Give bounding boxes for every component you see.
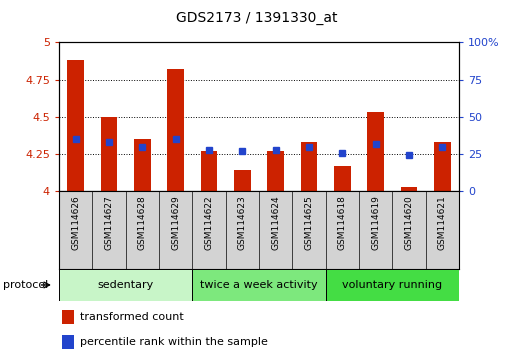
Bar xyxy=(434,142,451,191)
Bar xyxy=(234,170,251,191)
Text: GSM114625: GSM114625 xyxy=(305,195,313,250)
Bar xyxy=(267,151,284,191)
Text: GSM114618: GSM114618 xyxy=(338,195,347,250)
Text: voluntary running: voluntary running xyxy=(342,280,443,290)
Text: transformed count: transformed count xyxy=(80,312,183,322)
Bar xyxy=(334,166,351,191)
Bar xyxy=(192,269,326,301)
Text: GSM114628: GSM114628 xyxy=(138,195,147,250)
Bar xyxy=(134,139,151,191)
Text: GSM114619: GSM114619 xyxy=(371,195,380,250)
Bar xyxy=(67,60,84,191)
Text: GSM114629: GSM114629 xyxy=(171,195,180,250)
Text: GSM114621: GSM114621 xyxy=(438,195,447,250)
Text: GSM114623: GSM114623 xyxy=(238,195,247,250)
Bar xyxy=(201,151,218,191)
Bar xyxy=(59,269,192,301)
Bar xyxy=(301,142,318,191)
Bar xyxy=(326,269,459,301)
Text: GSM114620: GSM114620 xyxy=(405,195,413,250)
Bar xyxy=(101,117,117,191)
Text: sedentary: sedentary xyxy=(97,280,154,290)
Bar xyxy=(62,310,74,324)
Bar xyxy=(62,335,74,349)
Text: GDS2173 / 1391330_at: GDS2173 / 1391330_at xyxy=(176,11,337,25)
Text: GSM114626: GSM114626 xyxy=(71,195,80,250)
Text: GSM114622: GSM114622 xyxy=(205,195,213,250)
Text: twice a week activity: twice a week activity xyxy=(200,280,318,290)
Text: GSM114624: GSM114624 xyxy=(271,195,280,250)
Bar xyxy=(401,187,418,191)
Bar xyxy=(167,69,184,191)
Text: protocol: protocol xyxy=(3,280,48,290)
Text: GSM114627: GSM114627 xyxy=(105,195,113,250)
Text: percentile rank within the sample: percentile rank within the sample xyxy=(80,337,267,347)
Bar xyxy=(367,112,384,191)
